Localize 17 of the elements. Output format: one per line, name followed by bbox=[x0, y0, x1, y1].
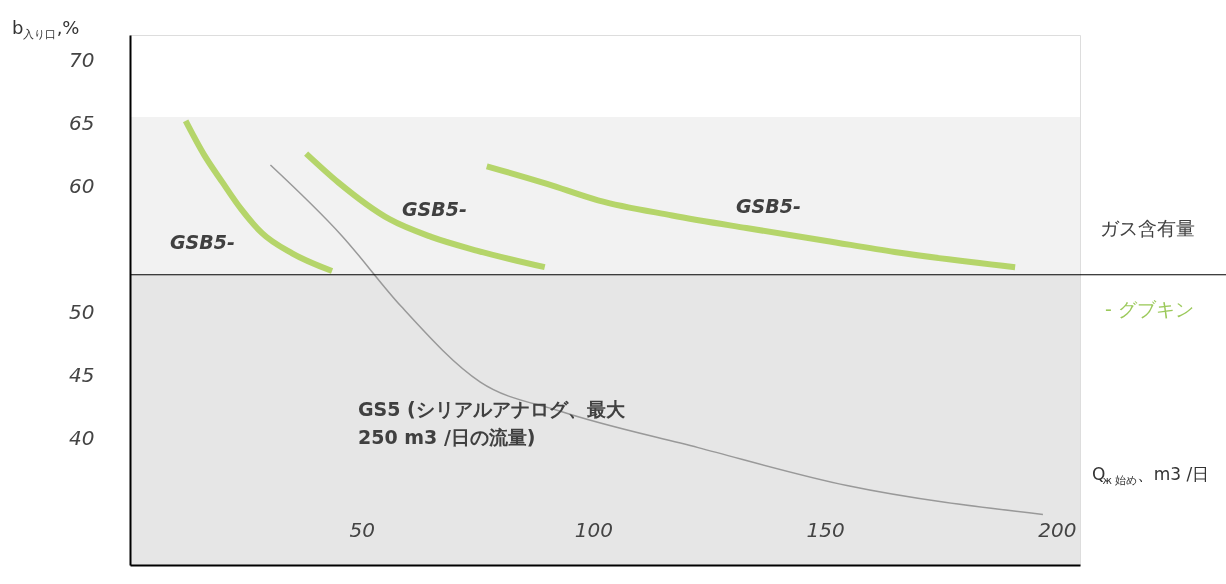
text: - グブキン bbox=[1105, 298, 1194, 320]
x-tick-label: 200 bbox=[1038, 517, 1077, 542]
y-tick-label: 70 bbox=[69, 47, 95, 72]
y-tick-label: 40 bbox=[69, 426, 95, 451]
line-series bbox=[269, 164, 1044, 516]
annotation: GS5 (シリアルアナログ、最大 250 m3 /日の流量) bbox=[358, 398, 626, 448]
y-tick-label: 45 bbox=[69, 363, 95, 388]
x-tick-label: 150 bbox=[806, 517, 845, 542]
y-tick-label: 60 bbox=[69, 173, 95, 198]
x-tick-label: 100 bbox=[574, 517, 614, 542]
x-tick-label: 50 bbox=[349, 517, 375, 542]
y-tick-label: 65 bbox=[69, 110, 95, 135]
y-tick-label: 50 bbox=[69, 300, 95, 325]
annotation: GSB5- bbox=[170, 231, 235, 253]
text: ガス含有量 bbox=[1100, 217, 1195, 239]
annotation: GSB5- bbox=[736, 195, 801, 217]
annotation: GSB5- bbox=[402, 198, 467, 220]
